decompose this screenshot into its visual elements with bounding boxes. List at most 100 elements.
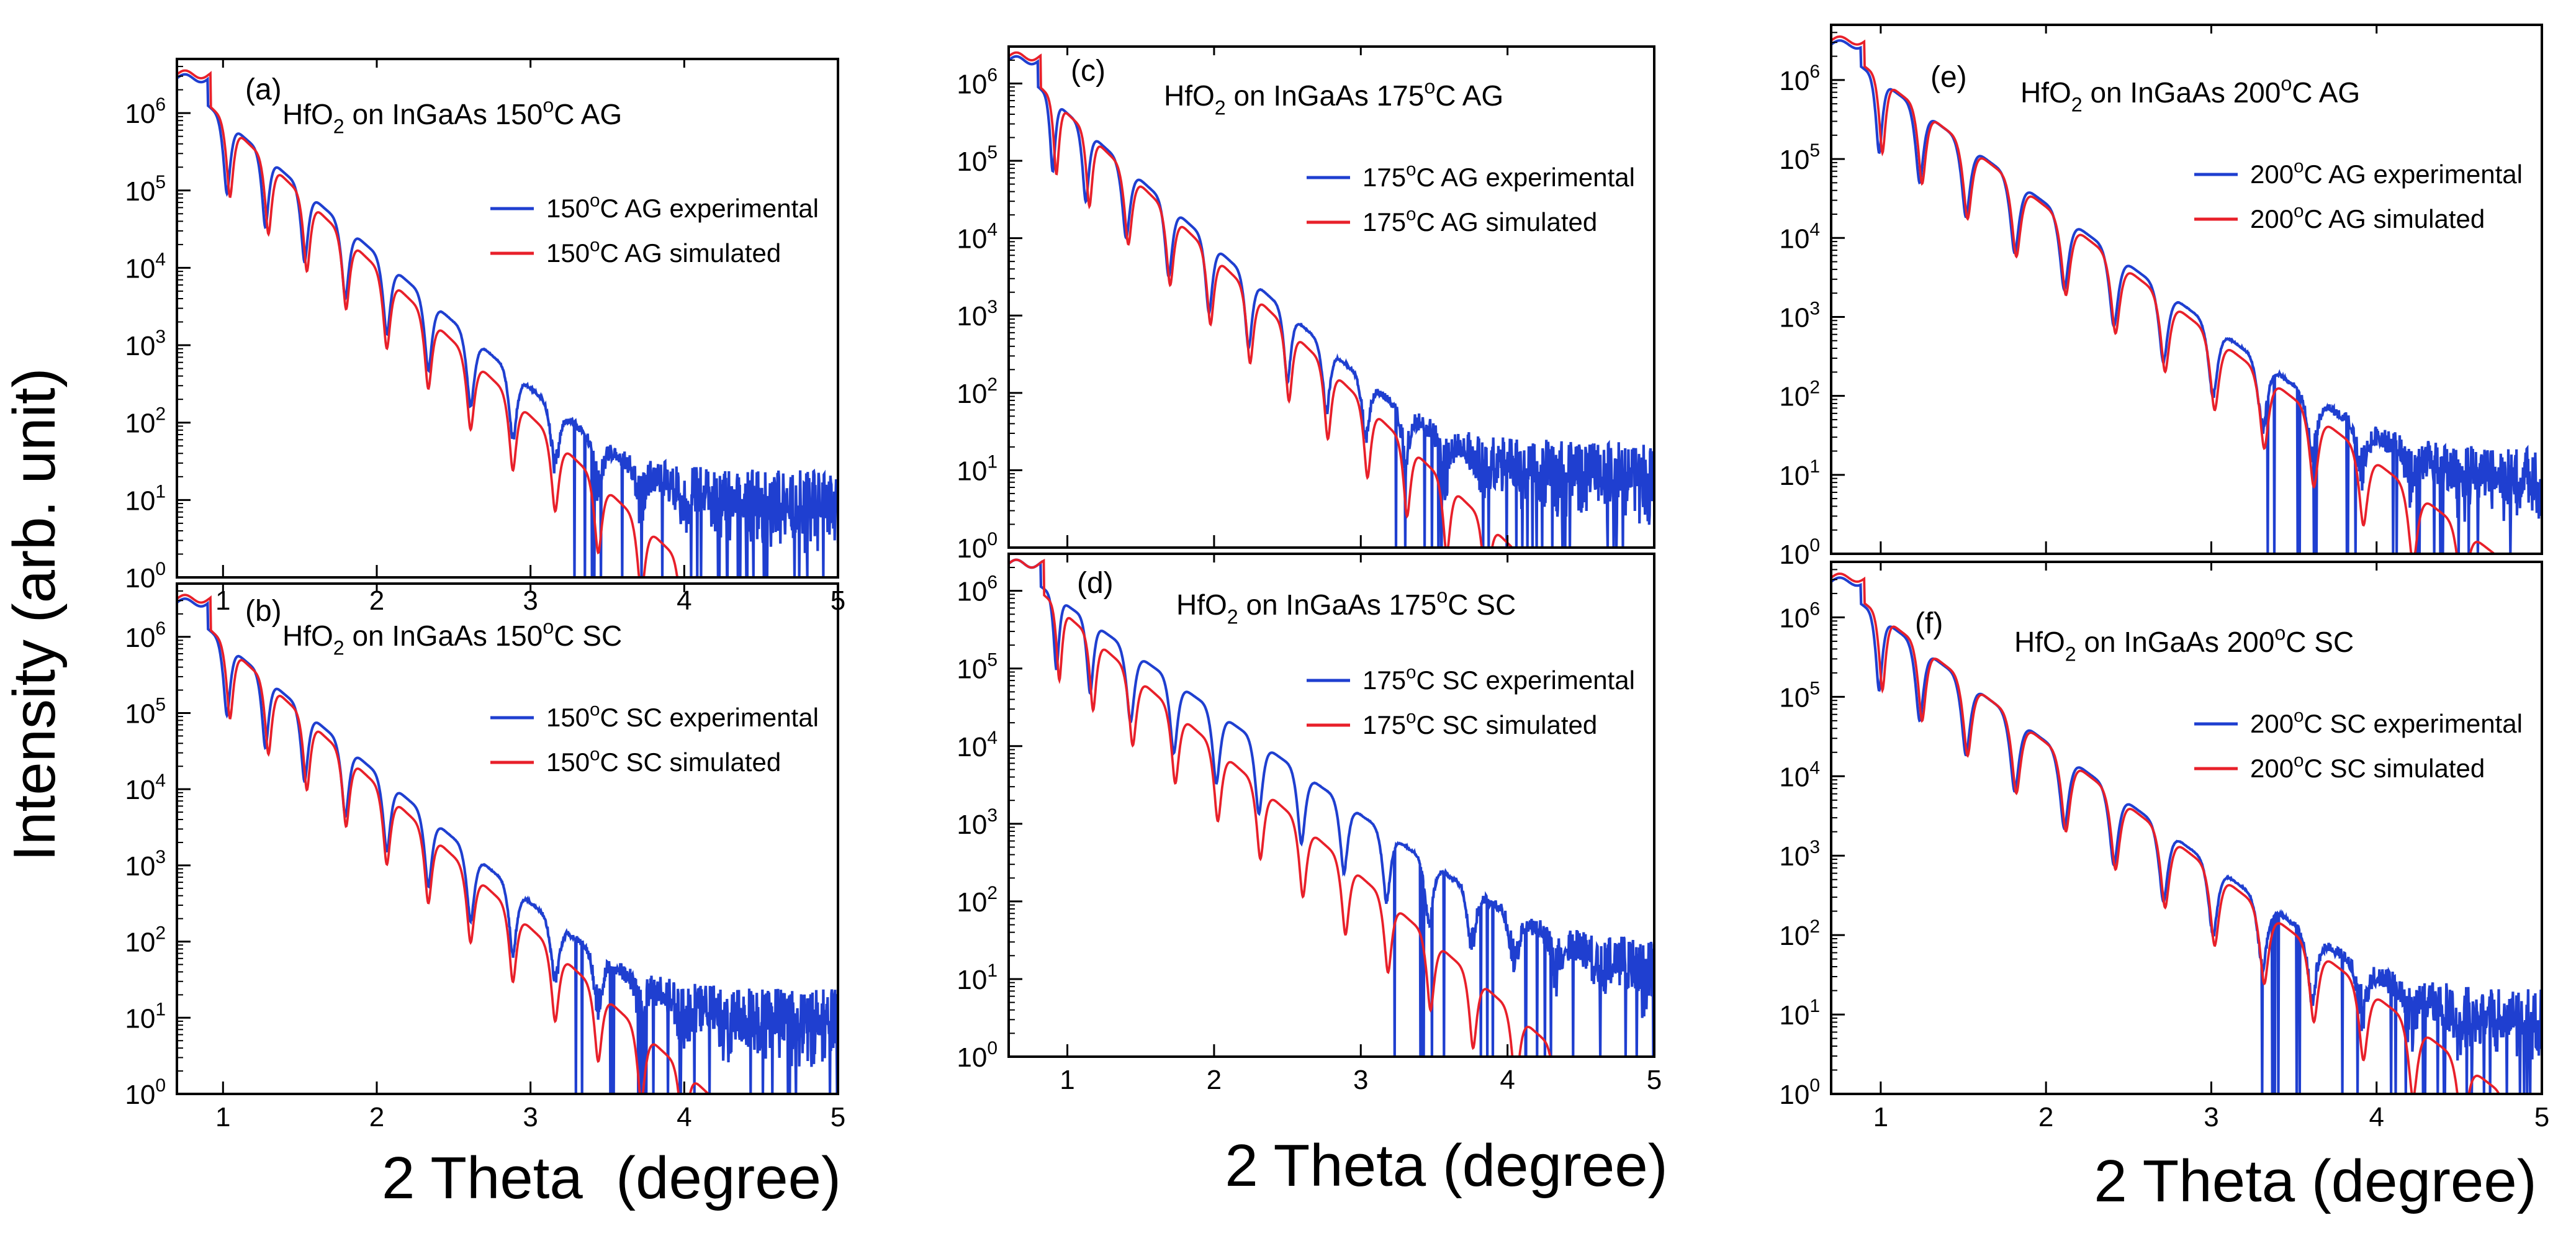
panel-b-xtick-label: 3 (523, 1102, 538, 1132)
panel-c-ytick-label: 102 (957, 374, 998, 409)
panel-d-ytick-label: 100 (957, 1038, 998, 1073)
panel-b-xtick-label: 5 (831, 1102, 845, 1132)
panel-d-series-simulated (1009, 558, 1654, 1057)
panel-b-ytick-label: 101 (125, 999, 166, 1034)
panel-e-ytick-label: 103 (1779, 298, 1820, 333)
panel-f-title: HfO2 on InGaAs 200oC SC (2014, 622, 2354, 666)
panel-b-ytick-label: 105 (125, 694, 166, 729)
panel-a-title: HfO2 on InGaAs 150oC AG (282, 94, 622, 138)
panel-f-series-simulated (1831, 572, 2542, 1094)
panel-e-series-simulated (1831, 35, 2542, 554)
panel-a-ytick-label: 103 (125, 327, 166, 361)
panel-e-ytick-label: 100 (1779, 535, 1820, 570)
panel-d-ytick-label: 104 (957, 728, 998, 762)
panel-c-ytick-label: 104 (957, 220, 998, 255)
panel-b-ytick-label: 102 (125, 923, 166, 958)
panel-f-ytick-label: 103 (1779, 837, 1820, 872)
panel-d-ytick-label: 103 (957, 805, 998, 840)
panel-a-ytick-label: 106 (125, 94, 166, 129)
panel-b-xtick-label: 2 (369, 1102, 384, 1132)
panel-e-ytick-label: 104 (1779, 219, 1820, 254)
panel-f-curves (1831, 572, 2542, 1094)
panel-c: 100 101 102 103 104 105 106 (c) HfO2 on InGaAs 1… (957, 45, 1655, 564)
panel-a-series-experimental (177, 73, 838, 577)
panel-c-title: HfO2 on InGaAs 175oC AG (1164, 76, 1503, 119)
panel-c-ytick-label: 103 (957, 297, 998, 332)
panel-d-ytick-label: 101 (957, 960, 998, 995)
panel-e-ytick-label: 106 (1779, 61, 1820, 96)
panel-b-series-experimental (177, 597, 838, 1094)
panel-a-ytick-label: 105 (125, 172, 166, 207)
panel-b-title: HfO2 on InGaAs 150oC SC (282, 616, 622, 659)
panel-d-ytick-label: 105 (957, 650, 998, 685)
panel-a-ytick-label: 100 (125, 559, 166, 594)
panel-b-legend-entry: 150oC SC experimental (546, 699, 819, 732)
panel-f-xtick-label: 1 (1873, 1102, 1888, 1132)
panel-c-ytick-label: 106 (957, 65, 998, 99)
panel-f-legend-entry: 200oC SC experimental (2250, 705, 2523, 738)
panel-a-frame (176, 58, 839, 579)
panel-a-ytick-label: 101 (125, 481, 166, 516)
panel-e-series-experimental (1831, 39, 2542, 554)
panel-c-ytick-label: 100 (957, 529, 998, 564)
panel-b-ytick-label: 100 (125, 1075, 166, 1110)
panel-f-ytick-label: 102 (1779, 916, 1820, 951)
panel-e-ytick-label: 102 (1779, 377, 1820, 412)
panel-c-series-simulated (1009, 51, 1654, 548)
panel-f-ytick-label: 106 (1779, 598, 1820, 633)
panel-d-xtick-label: 3 (1353, 1065, 1368, 1095)
panel-c-frame (1007, 45, 1655, 549)
panel-b-legend-entry: 150oC SC simulated (546, 744, 781, 777)
panel-c-ytick-label: 101 (957, 451, 998, 486)
panel-b-ytick-label: 104 (125, 770, 166, 805)
panel-e-frame (1830, 24, 2543, 555)
panel-d-legend-entry: 175oC SC experimental (1362, 662, 1635, 695)
panel-d-ytick-label: 106 (957, 572, 998, 607)
x-axis-title-left: 2 Theta (degree) (382, 1145, 841, 1211)
panel-b-curves (177, 594, 838, 1094)
panel-c-series-experimental (1009, 55, 1654, 548)
panel-f-legend-entry: 200oC SC simulated (2250, 750, 2485, 783)
panel-a-series-simulated (177, 69, 838, 577)
panel-a-legend-entry: 150oC AG simulated (546, 235, 781, 268)
panel-b-series-simulated (177, 594, 838, 1094)
y-axis-title: Intensity (arb. unit) (1, 368, 68, 862)
panel-b-frame (176, 582, 839, 1095)
x-axis-title-right: 2 Theta (degree) (2094, 1148, 2536, 1214)
panel-b-xtick-label: 1 (215, 1102, 230, 1132)
panel-c-legend-entry: 175oC AG experimental (1362, 159, 1635, 192)
panel-d-xtick-label: 2 (1207, 1065, 1222, 1095)
x-axis-title-middle: 2 Theta (degree) (1225, 1132, 1667, 1199)
panel-e-ytick-label: 101 (1779, 456, 1820, 491)
panel-d-legend-entry: 175oC SC simulated (1362, 707, 1597, 739)
panel-b-ytick-label: 103 (125, 847, 166, 882)
panel-f-xtick-label: 5 (2534, 1102, 2549, 1132)
panel-f-ytick-label: 104 (1779, 757, 1820, 792)
panel-f-label: (f) (1915, 607, 1943, 640)
panel-d-xtick-label: 4 (1500, 1065, 1515, 1095)
panel-d-frame (1007, 553, 1655, 1058)
panel-f-ytick-label: 105 (1779, 678, 1820, 713)
panel-f-ytick-label: 101 (1779, 996, 1820, 1031)
panel-f-xtick-label: 4 (2369, 1102, 2384, 1132)
panel-f-ytick-label: 100 (1779, 1075, 1820, 1110)
panel-a-ytick-label: 104 (125, 249, 166, 284)
panel-e-label: (e) (1930, 61, 1967, 94)
panel-b-label: (b) (245, 595, 282, 628)
panel-d-curves (1009, 558, 1654, 1057)
panel-c-curves (1009, 51, 1654, 548)
panel-e-curves (1831, 35, 2542, 554)
panel-d-label: (d) (1077, 567, 1114, 600)
panel-d: 100 101 102 103 104 105 106 1 2 3 4 5 (d) HfO2 on InG… (957, 553, 1662, 1095)
panel-c-legend-entry: 175oC AG simulated (1362, 204, 1597, 237)
panel-a-legend-entry: 150oC AG experimental (546, 190, 819, 223)
panel-d-xtick-label: 5 (1647, 1065, 1662, 1095)
panel-a-ytick-label: 102 (125, 404, 166, 439)
panel-e: 100 101 102 103 104 105 106 (e) HfO2 on InGaAs 2… (1779, 24, 2543, 570)
panel-c-ytick-label: 105 (957, 142, 998, 177)
panel-d-xtick-label: 1 (1060, 1065, 1074, 1095)
panel-c-label: (c) (1071, 55, 1106, 88)
panel-f-frame (1830, 561, 2543, 1095)
